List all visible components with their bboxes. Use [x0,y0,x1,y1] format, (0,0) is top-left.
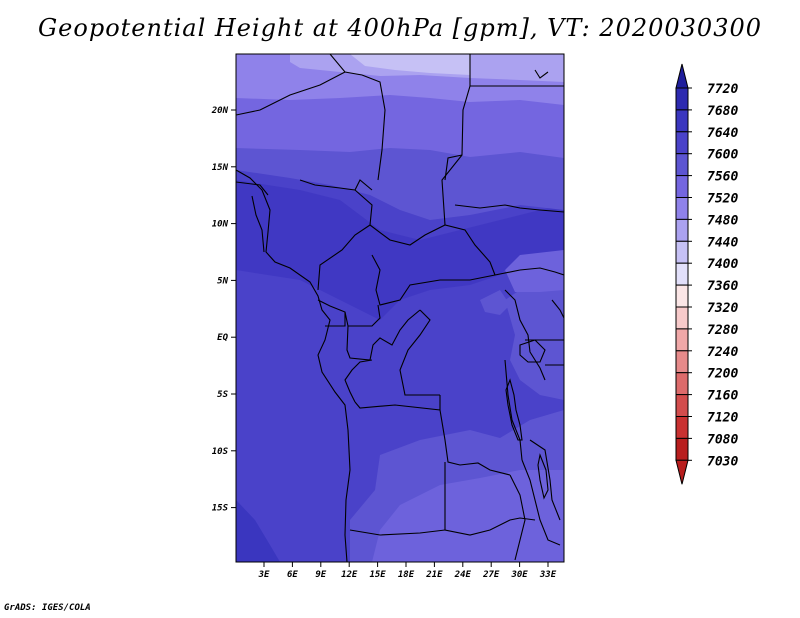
border-22 [504,359,523,461]
colorbar-label: 7120 [707,411,738,426]
field-blob-east [505,282,564,400]
border-4 [317,189,373,291]
colorbar-segment [675,262,689,286]
lake-tanganyika [505,378,523,441]
colorbar-segment [675,416,689,439]
lon-tick-label: 30E [510,570,528,580]
colorbar-segment [675,437,689,461]
colorbar-segment [675,197,689,220]
colorbar-segment [675,306,689,330]
border-29 [521,459,561,546]
border-8 [325,312,346,327]
colorbar-segment [675,175,689,199]
borders [236,54,564,562]
border-28 [529,439,561,521]
border-3 [299,179,373,191]
lon-tick-label: 33E [539,570,557,580]
lat-tick-label: 10N [212,220,229,230]
colorbar-segment [675,240,689,264]
map-title: Geopotential Height at 400hPa [gpm], VT:… [38,14,762,42]
lat-axis: 20N 15N 10N 5N EQ 5S 10S 15S [211,106,236,514]
lat-tick-label: 5N [217,276,228,286]
colorbar-label: 7280 [707,323,738,338]
colorbar-label: 7030 [707,454,738,469]
lon-tick-label: 9E [315,570,326,580]
border-18 [519,267,564,276]
lat-tick-label: 10S [212,447,229,457]
border-11 [361,74,386,181]
border-27 [349,529,446,536]
colorbar-segment [675,131,689,155]
map-frame [235,53,565,563]
colorbar-segment [675,372,689,396]
border-14 [441,54,471,226]
coast-east [534,69,549,79]
lon-tick-label: 18E [398,570,415,580]
colorbar-segment [675,218,689,242]
border-9 [346,309,421,361]
colorbar-segment [675,87,689,111]
lon-tick-label: 21E [425,570,443,580]
colorbar-label: 7320 [707,301,738,316]
field-blob-small [480,290,510,315]
lat-tick-label: EQ [217,333,228,343]
colorbar-label: 7560 [707,170,738,185]
map-area [236,54,564,562]
colorbar-segment [675,394,689,418]
coastline-west-africa [236,169,351,562]
colorbar-label: 7200 [707,367,738,382]
field-corner-southwest [236,500,280,562]
lake-malawi [537,453,549,500]
field-band-north-5 [350,54,470,75]
lat-tick-label: 15N [212,163,229,173]
field-band-southeast [372,470,564,562]
lon-tick-label: 3E [258,570,270,580]
colorbar-top-arrow [675,63,689,89]
colorbar-label: 7440 [707,235,738,250]
colorbar-segment [675,109,689,133]
border-24 [354,401,511,476]
lat-tick-label: 5S [217,390,228,400]
border-6 [371,254,521,306]
lon-tick-label: 27E [482,570,500,580]
lat-tick-label: 20N [211,106,229,116]
footer-credit: GrADS: IGES/COLA [4,603,91,613]
colorbar-label: 7240 [707,345,738,360]
colorbar-label: 7680 [707,104,738,119]
lon-tick-label: 12E [341,570,358,580]
colorbar-label: 7480 [707,213,738,228]
colorbar: 7720 7680 7640 7600 7560 7520 7480 7440 7400 7360… [675,63,738,485]
lon-tick-label: 6E [287,570,298,580]
colorbar-label: 7640 [707,126,738,141]
border-17 [454,204,564,213]
border-1 [236,181,269,196]
colorbar-segment [675,328,689,352]
border-30 [509,474,526,561]
colorbar-label: 7080 [707,432,738,447]
colorbar-label: 7360 [707,279,738,294]
colorbar-label: 7520 [707,192,738,207]
border-19 [504,289,546,381]
lon-tick-label: 24E [454,570,472,580]
colorbar-bottom-arrow [675,459,689,485]
lon-axis: 3E 6E 9E 12E 15E 18E 21E 24E 27E 30E 33E [258,562,557,580]
border-23 [399,309,440,396]
colorbar-label: 7720 [707,82,738,97]
colorbar-segment [675,350,689,374]
border-16 [444,154,463,181]
border-10 [344,359,373,403]
colorbar-label: 7160 [707,389,738,404]
border-2 [251,195,265,253]
colorbar-segment [675,153,689,177]
border-13 [236,71,346,116]
lake-victoria [519,339,546,363]
colorbar-segment [675,284,689,308]
colorbar-label: 7600 [707,148,738,163]
colorbar-label: 7400 [707,257,738,272]
lat-tick-label: 15S [212,504,229,514]
coast-east-2 [551,299,564,319]
lon-tick-label: 15E [369,570,386,580]
